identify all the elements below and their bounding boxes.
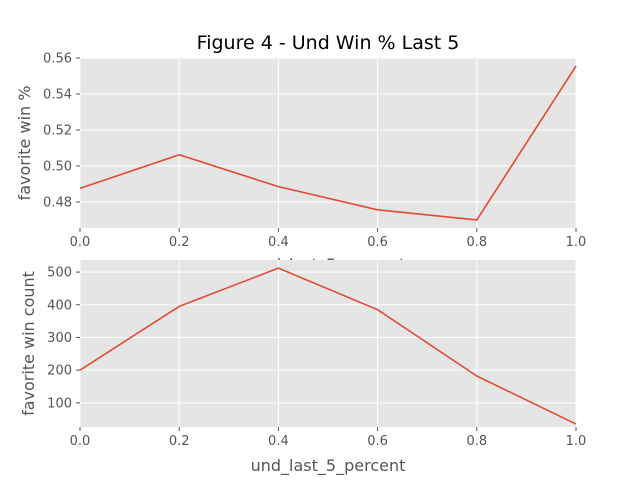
y-axis-label: favorite win % bbox=[15, 86, 34, 201]
x-tick-label: 1.0 bbox=[566, 434, 587, 449]
x-tick-label: 0.0 bbox=[70, 434, 91, 449]
y-tick-label: 100 bbox=[47, 396, 72, 411]
y-tick-label: 0.50 bbox=[43, 159, 72, 174]
x-tick-label: 0.2 bbox=[169, 434, 190, 449]
x-tick-label: 0.0 bbox=[70, 235, 91, 250]
x-tick-label: 0.6 bbox=[367, 434, 388, 449]
y-tick-label: 200 bbox=[47, 364, 72, 379]
x-axis-label: und_last_5_percent bbox=[251, 456, 406, 476]
win-count-subplot: 0.0 0.2 0.4 0.6 0.8 1.0 100 200 300 400 500 favorit… bbox=[19, 260, 586, 476]
x-tick-label: 0.8 bbox=[466, 235, 487, 250]
win-percent-subplot: 0.0 0.2 0.4 0.6 0.8 1.0 0.48 0.50 0.52 0.54 0.56 fa… bbox=[15, 52, 586, 276]
plot-background bbox=[80, 260, 576, 427]
y-tick-label: 0.54 bbox=[43, 87, 72, 102]
x-tick-label: 0.8 bbox=[466, 434, 487, 449]
y-tick-label: 0.52 bbox=[43, 123, 72, 138]
x-tick-label: 0.4 bbox=[268, 235, 289, 250]
x-tick-label: 0.2 bbox=[169, 235, 190, 250]
x-tick-label: 0.4 bbox=[268, 434, 289, 449]
plot-background bbox=[80, 58, 576, 228]
y-tick-label: 300 bbox=[47, 331, 72, 346]
series-line bbox=[79, 267, 577, 425]
series-line bbox=[79, 65, 577, 221]
y-tick-label: 500 bbox=[47, 266, 72, 281]
x-tick-label: 0.6 bbox=[367, 235, 388, 250]
y-tick-label: 400 bbox=[47, 298, 72, 313]
y-tick-label: 0.48 bbox=[43, 195, 72, 210]
y-axis-label: favorite win count bbox=[19, 271, 38, 416]
y-tick-label: 0.56 bbox=[43, 52, 72, 67]
figure-title: Figure 4 - Und Win % Last 5 bbox=[197, 32, 460, 54]
x-tick-label: 1.0 bbox=[566, 235, 587, 250]
